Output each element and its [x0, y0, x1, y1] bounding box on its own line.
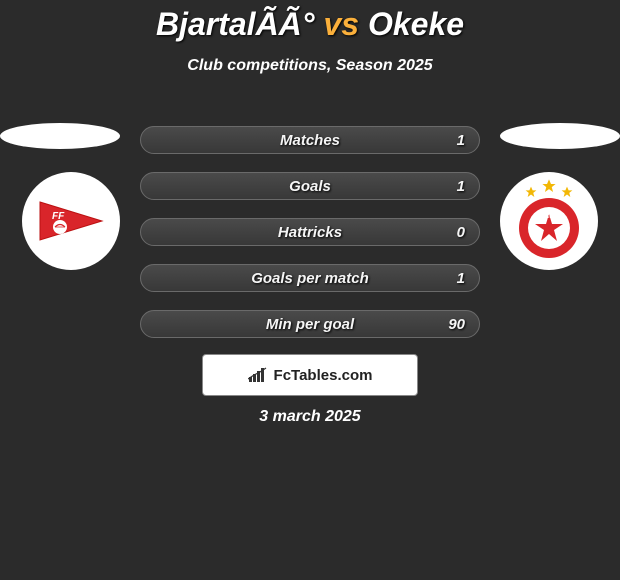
player1-name: BjartalÃÃ° [156, 6, 315, 42]
stats-list: Matches 1 Goals 1 Hattricks 0 Goals per … [140, 126, 480, 356]
fctables-label: FcTables.com [274, 367, 373, 384]
stat-row-hattricks: Hattricks 0 [140, 218, 480, 246]
stat-row-gpm: Goals per match 1 [140, 264, 480, 292]
fctables-link[interactable]: FcTables.com [202, 354, 418, 396]
club-badge-right: ЦСКА [500, 172, 598, 270]
stat-label: Hattricks [278, 224, 342, 241]
svg-text:ЦСКА: ЦСКА [541, 214, 558, 220]
stat-row-goals: Goals 1 [140, 172, 480, 200]
cska-crest-icon: ЦСКА [500, 172, 598, 270]
vs-text: vs [323, 6, 359, 42]
player1-head-ellipse [0, 123, 120, 149]
stat-row-matches: Matches 1 [140, 126, 480, 154]
player2-name: Okeke [368, 6, 464, 42]
stat-label: Min per goal [266, 316, 354, 333]
date-text: 3 march 2025 [0, 408, 620, 426]
stat-right-value: 0 [457, 224, 465, 241]
stat-right-value: 1 [457, 178, 465, 195]
player2-head-ellipse [500, 123, 620, 149]
stat-row-mpg: Min per goal 90 [140, 310, 480, 338]
subtitle: Club competitions, Season 2025 [0, 57, 620, 75]
page-title: BjartalÃÃ° vs Okeke [0, 0, 620, 43]
stat-right-value: 1 [457, 132, 465, 149]
stat-label: Matches [280, 132, 340, 149]
stat-right-value: 90 [448, 316, 465, 333]
stat-label: Goals per match [251, 270, 369, 287]
pennant-icon: FF [38, 200, 104, 242]
stat-label: Goals [289, 178, 331, 195]
stat-right-value: 1 [457, 270, 465, 287]
barchart-icon [248, 367, 268, 383]
club-badge-left: FF [22, 172, 120, 270]
